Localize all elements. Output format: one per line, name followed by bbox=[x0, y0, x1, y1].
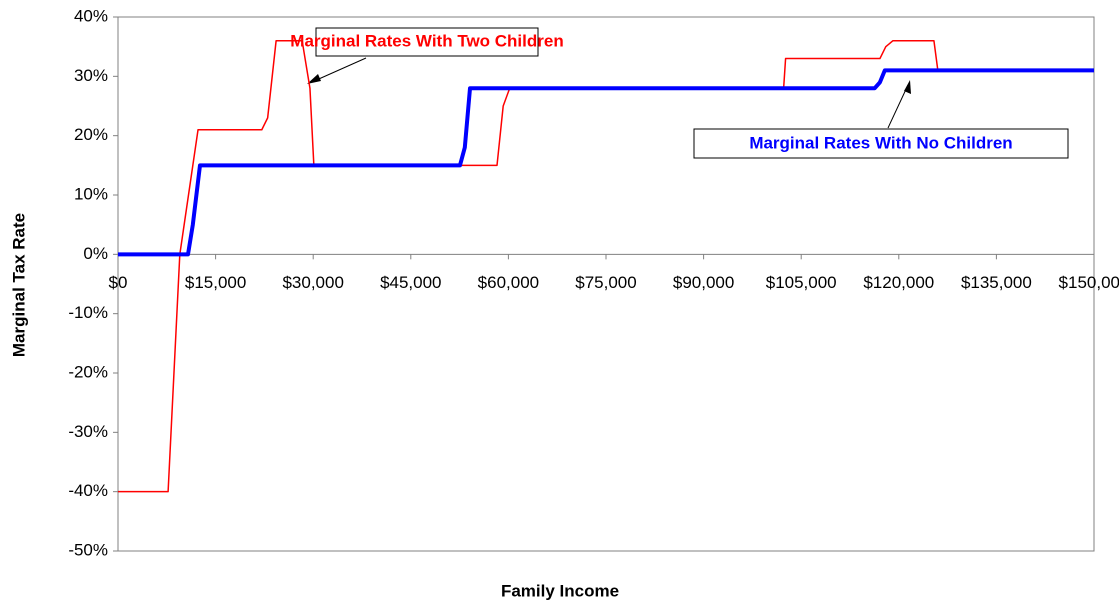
y-tick-label: -10% bbox=[68, 303, 108, 322]
legend-box bbox=[693, 128, 1069, 159]
arrow-head bbox=[307, 74, 321, 84]
x-axis-label: Family Income bbox=[501, 581, 619, 600]
x-tick-label: $150,000 bbox=[1059, 273, 1119, 292]
x-tick-label: $45,000 bbox=[380, 273, 441, 292]
x-tick-label: $30,000 bbox=[282, 273, 343, 292]
x-tick-label: $60,000 bbox=[478, 273, 539, 292]
y-tick-label: -20% bbox=[68, 362, 108, 381]
annotation-no-children bbox=[693, 80, 1069, 159]
legend-box bbox=[315, 27, 539, 57]
arrow-head bbox=[904, 80, 911, 94]
y-tick-label: 10% bbox=[74, 184, 108, 203]
x-tick-label: $135,000 bbox=[961, 273, 1032, 292]
y-tick-label: 30% bbox=[74, 66, 108, 85]
series-line bbox=[118, 68, 1094, 257]
y-tick-label: 40% bbox=[74, 6, 108, 25]
arrow bbox=[311, 57, 367, 83]
x-tick-label: $105,000 bbox=[766, 273, 837, 292]
y-tick-label: 0% bbox=[83, 244, 108, 263]
series-line bbox=[118, 39, 1094, 493]
y-tick-label: 20% bbox=[74, 125, 108, 144]
legend-label: Marginal Rates With No Children bbox=[749, 133, 1012, 152]
annotation-two-children bbox=[307, 27, 539, 84]
y-axis-label: Marginal Tax Rate bbox=[9, 213, 28, 357]
legend-label: Marginal Rates With Two Children bbox=[290, 31, 563, 50]
x-tick-label: $90,000 bbox=[673, 273, 734, 292]
x-tick-label: $15,000 bbox=[185, 273, 246, 292]
x-tick-label: $75,000 bbox=[575, 273, 636, 292]
y-tick-label: -30% bbox=[68, 422, 108, 441]
y-tick-label: -40% bbox=[68, 481, 108, 500]
x-tick-label: $120,000 bbox=[863, 273, 934, 292]
x-tick-label: $0 bbox=[109, 273, 128, 292]
arrow bbox=[887, 84, 909, 129]
y-tick-label: -50% bbox=[68, 540, 108, 559]
